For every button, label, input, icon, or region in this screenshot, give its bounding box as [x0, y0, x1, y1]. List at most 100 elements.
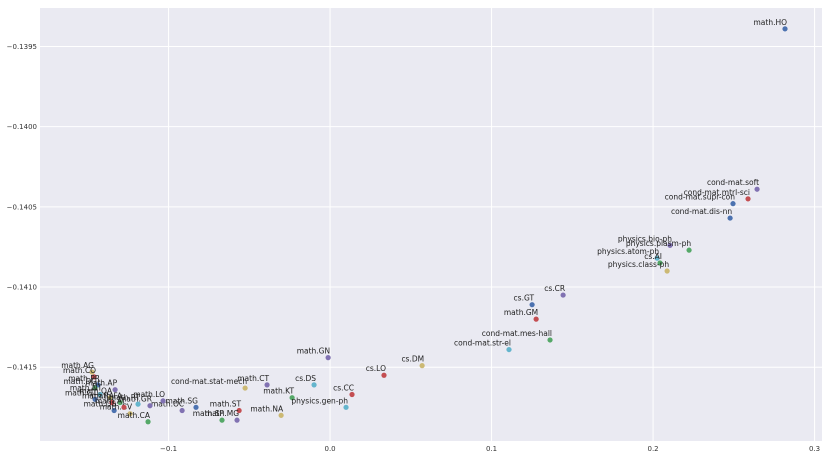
x-tick-label: 0.0 — [324, 445, 335, 453]
point — [730, 201, 736, 207]
point-label: math.CO — [63, 366, 96, 375]
point — [654, 255, 660, 261]
point — [278, 412, 284, 418]
point-label: math.RT — [109, 393, 141, 402]
point-label: cs.LO — [366, 364, 386, 373]
point — [147, 403, 153, 409]
point-label: math.KT — [263, 387, 294, 396]
point-label: math.LO — [133, 390, 165, 399]
point-label: physics.plasm-ph — [626, 239, 691, 248]
point-label: math.RA — [82, 392, 115, 401]
point-label: cs.CC — [333, 383, 354, 392]
point-label: physics.atom-ph — [597, 247, 659, 256]
point — [506, 346, 512, 353]
point — [667, 242, 673, 248]
point — [381, 372, 387, 378]
point-label: math.GT — [65, 388, 98, 397]
point — [97, 391, 103, 398]
x-tick-label: 0.1 — [486, 445, 497, 453]
point — [349, 391, 355, 398]
x-tick-label: 0.2 — [647, 445, 658, 453]
y-tick-label: −0.1400 — [7, 123, 37, 131]
point — [219, 417, 225, 423]
point — [686, 247, 692, 253]
y-tick-label: −0.1405 — [7, 203, 37, 211]
point-label: math.CV — [100, 403, 133, 412]
point-label: cond-mat.mtrl-sci — [684, 188, 750, 197]
point-label: math.GM — [504, 308, 538, 317]
x-tick-label: 0.3 — [809, 445, 820, 453]
point — [179, 407, 185, 414]
point-label: math.SG — [165, 396, 198, 405]
point — [264, 382, 270, 388]
point — [135, 401, 141, 407]
point — [782, 26, 788, 32]
point — [533, 316, 539, 322]
point-label: cond-mat.mes-hall — [482, 329, 552, 338]
point-label: math.OC — [151, 400, 184, 409]
point — [657, 260, 663, 266]
point-label: cs.GT — [514, 294, 535, 303]
point-label: cond-mat.str-el — [454, 339, 511, 348]
point-label: math.GN — [297, 347, 330, 356]
point-label: math.AP — [85, 379, 117, 388]
point — [745, 196, 751, 202]
point — [727, 215, 733, 221]
point-label: math.PR — [68, 374, 100, 383]
y-tick-label: −0.1395 — [7, 43, 37, 51]
point-label: cond-mat.soft — [707, 178, 759, 187]
point — [121, 404, 127, 410]
point-label: math.ST — [210, 400, 242, 409]
point — [754, 186, 760, 192]
point — [193, 404, 199, 410]
point — [107, 395, 113, 401]
point — [419, 363, 425, 369]
point — [236, 407, 242, 414]
y-tick-label: −0.1410 — [7, 284, 37, 292]
point-label: math.MG — [205, 409, 239, 418]
plot-area — [40, 8, 822, 441]
point — [664, 268, 670, 274]
point-label: math.AT — [95, 396, 127, 405]
point-label: cond-mat.stat-mech — [171, 377, 247, 386]
point — [560, 292, 566, 298]
x-tick-label: −0.1 — [160, 445, 177, 453]
point-label: cond-mat.dis-nn — [671, 207, 732, 216]
point — [127, 411, 133, 417]
point — [91, 374, 97, 380]
point-label: cs.AI — [644, 252, 662, 261]
point — [145, 419, 151, 425]
point-label: math.SP — [193, 409, 225, 418]
point-label: cond-mat.supr-con — [665, 193, 736, 202]
point — [343, 404, 349, 410]
point — [92, 385, 98, 391]
point — [89, 369, 95, 375]
point-label: cs.DS — [295, 374, 316, 383]
point-label: math.AG — [61, 361, 94, 370]
point-label: physics.class-ph — [608, 260, 669, 269]
point — [117, 399, 123, 406]
point-label: physics.gen-ph — [291, 396, 348, 405]
point-label: math.CT — [237, 374, 269, 383]
point — [289, 395, 295, 401]
point-label: math.QA — [79, 387, 113, 396]
point — [547, 337, 553, 343]
point-label: math.NT — [70, 383, 103, 392]
point — [234, 417, 240, 423]
point — [242, 385, 248, 391]
point-label: math.DG — [63, 377, 97, 386]
point — [311, 382, 317, 388]
point-label: math.CA — [118, 411, 151, 420]
point — [112, 387, 118, 393]
point-label: cs.DM — [401, 355, 424, 364]
point — [325, 355, 331, 361]
point — [111, 407, 117, 414]
point — [529, 302, 535, 308]
point-label: math.DS — [84, 400, 117, 409]
point — [109, 399, 115, 406]
point-label: physics.bio-ph — [618, 234, 672, 243]
point — [92, 396, 98, 402]
point-label: math.NA — [250, 404, 284, 413]
